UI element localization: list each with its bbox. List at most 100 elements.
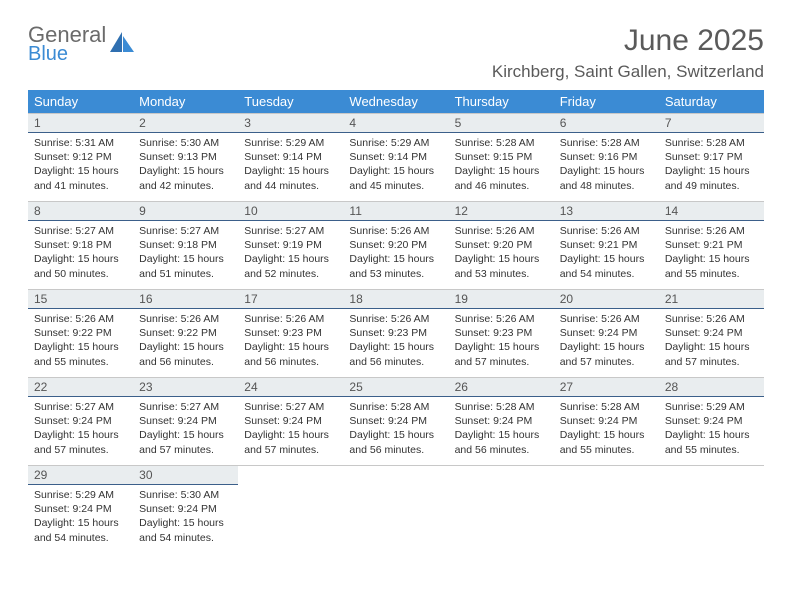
day-number: 24 [238,378,343,397]
day-cell: 26Sunrise: 5:28 AMSunset: 9:24 PMDayligh… [449,378,554,466]
calendar-week-row: 22Sunrise: 5:27 AMSunset: 9:24 PMDayligh… [28,378,764,466]
day-details: Sunrise: 5:28 AMSunset: 9:16 PMDaylight:… [554,133,659,196]
day-details: Sunrise: 5:27 AMSunset: 9:18 PMDaylight:… [28,221,133,284]
day-details: Sunrise: 5:26 AMSunset: 9:22 PMDaylight:… [133,309,238,372]
day-cell: 4Sunrise: 5:29 AMSunset: 9:14 PMDaylight… [343,114,448,202]
day-cell: 29Sunrise: 5:29 AMSunset: 9:24 PMDayligh… [28,466,133,554]
day-number: 3 [238,114,343,133]
day-cell: 19Sunrise: 5:26 AMSunset: 9:23 PMDayligh… [449,290,554,378]
day-details: Sunrise: 5:30 AMSunset: 9:24 PMDaylight:… [133,485,238,548]
title-block: June 2025 Kirchberg, Saint Gallen, Switz… [492,24,764,82]
logo: General Blue [28,24,136,64]
day-number: 8 [28,202,133,221]
weekday-header: Saturday [659,90,764,114]
day-number: 28 [659,378,764,397]
day-number: 27 [554,378,659,397]
page-header: General Blue June 2025 Kirchberg, Saint … [28,24,764,82]
day-number: 14 [659,202,764,221]
day-details: Sunrise: 5:29 AMSunset: 9:24 PMDaylight:… [28,485,133,548]
day-details: Sunrise: 5:26 AMSunset: 9:24 PMDaylight:… [554,309,659,372]
calendar-body: 1Sunrise: 5:31 AMSunset: 9:12 PMDaylight… [28,114,764,554]
day-cell: 15Sunrise: 5:26 AMSunset: 9:22 PMDayligh… [28,290,133,378]
weekday-header: Sunday [28,90,133,114]
calendar-week-row: 1Sunrise: 5:31 AMSunset: 9:12 PMDaylight… [28,114,764,202]
day-number: 13 [554,202,659,221]
day-cell: 30Sunrise: 5:30 AMSunset: 9:24 PMDayligh… [133,466,238,554]
day-cell: 13Sunrise: 5:26 AMSunset: 9:21 PMDayligh… [554,202,659,290]
day-details: Sunrise: 5:26 AMSunset: 9:23 PMDaylight:… [449,309,554,372]
day-details: Sunrise: 5:31 AMSunset: 9:12 PMDaylight:… [28,133,133,196]
empty-cell [554,466,659,554]
logo-text: General Blue [28,24,106,64]
calendar-page: General Blue June 2025 Kirchberg, Saint … [0,0,792,578]
day-cell: 21Sunrise: 5:26 AMSunset: 9:24 PMDayligh… [659,290,764,378]
day-details: Sunrise: 5:27 AMSunset: 9:18 PMDaylight:… [133,221,238,284]
day-number: 25 [343,378,448,397]
logo-blue-text: Blue [28,44,106,64]
day-cell: 10Sunrise: 5:27 AMSunset: 9:19 PMDayligh… [238,202,343,290]
calendar-week-row: 29Sunrise: 5:29 AMSunset: 9:24 PMDayligh… [28,466,764,554]
day-number: 26 [449,378,554,397]
day-details: Sunrise: 5:28 AMSunset: 9:24 PMDaylight:… [343,397,448,460]
day-number: 23 [133,378,238,397]
weekday-header: Wednesday [343,90,448,114]
day-details: Sunrise: 5:28 AMSunset: 9:24 PMDaylight:… [554,397,659,460]
day-cell: 22Sunrise: 5:27 AMSunset: 9:24 PMDayligh… [28,378,133,466]
day-cell: 5Sunrise: 5:28 AMSunset: 9:15 PMDaylight… [449,114,554,202]
day-details: Sunrise: 5:27 AMSunset: 9:24 PMDaylight:… [133,397,238,460]
day-details: Sunrise: 5:28 AMSunset: 9:17 PMDaylight:… [659,133,764,196]
day-details: Sunrise: 5:26 AMSunset: 9:21 PMDaylight:… [554,221,659,284]
day-cell: 16Sunrise: 5:26 AMSunset: 9:22 PMDayligh… [133,290,238,378]
day-number: 12 [449,202,554,221]
calendar-week-row: 15Sunrise: 5:26 AMSunset: 9:22 PMDayligh… [28,290,764,378]
logo-sail-icon [108,30,136,59]
day-number: 21 [659,290,764,309]
empty-cell [659,466,764,554]
empty-cell [343,466,448,554]
day-details: Sunrise: 5:28 AMSunset: 9:24 PMDaylight:… [449,397,554,460]
day-number: 9 [133,202,238,221]
day-cell: 25Sunrise: 5:28 AMSunset: 9:24 PMDayligh… [343,378,448,466]
day-number: 20 [554,290,659,309]
day-number: 30 [133,466,238,485]
day-details: Sunrise: 5:26 AMSunset: 9:23 PMDaylight:… [238,309,343,372]
day-number: 29 [28,466,133,485]
day-number: 22 [28,378,133,397]
day-details: Sunrise: 5:29 AMSunset: 9:24 PMDaylight:… [659,397,764,460]
day-cell: 7Sunrise: 5:28 AMSunset: 9:17 PMDaylight… [659,114,764,202]
day-number: 1 [28,114,133,133]
day-cell: 6Sunrise: 5:28 AMSunset: 9:16 PMDaylight… [554,114,659,202]
weekday-header: Tuesday [238,90,343,114]
location-text: Kirchberg, Saint Gallen, Switzerland [492,62,764,82]
weekday-header: Monday [133,90,238,114]
day-cell: 8Sunrise: 5:27 AMSunset: 9:18 PMDaylight… [28,202,133,290]
day-cell: 3Sunrise: 5:29 AMSunset: 9:14 PMDaylight… [238,114,343,202]
day-number: 17 [238,290,343,309]
day-cell: 1Sunrise: 5:31 AMSunset: 9:12 PMDaylight… [28,114,133,202]
calendar-table: SundayMondayTuesdayWednesdayThursdayFrid… [28,90,764,554]
day-details: Sunrise: 5:26 AMSunset: 9:20 PMDaylight:… [343,221,448,284]
day-number: 10 [238,202,343,221]
day-cell: 17Sunrise: 5:26 AMSunset: 9:23 PMDayligh… [238,290,343,378]
day-details: Sunrise: 5:27 AMSunset: 9:19 PMDaylight:… [238,221,343,284]
day-number: 11 [343,202,448,221]
day-cell: 12Sunrise: 5:26 AMSunset: 9:20 PMDayligh… [449,202,554,290]
day-details: Sunrise: 5:30 AMSunset: 9:13 PMDaylight:… [133,133,238,196]
empty-cell [449,466,554,554]
day-cell: 27Sunrise: 5:28 AMSunset: 9:24 PMDayligh… [554,378,659,466]
day-cell: 9Sunrise: 5:27 AMSunset: 9:18 PMDaylight… [133,202,238,290]
day-number: 5 [449,114,554,133]
day-number: 4 [343,114,448,133]
day-number: 6 [554,114,659,133]
day-cell: 11Sunrise: 5:26 AMSunset: 9:20 PMDayligh… [343,202,448,290]
day-number: 2 [133,114,238,133]
day-details: Sunrise: 5:28 AMSunset: 9:15 PMDaylight:… [449,133,554,196]
weekday-header: Thursday [449,90,554,114]
day-details: Sunrise: 5:26 AMSunset: 9:24 PMDaylight:… [659,309,764,372]
day-cell: 23Sunrise: 5:27 AMSunset: 9:24 PMDayligh… [133,378,238,466]
day-cell: 2Sunrise: 5:30 AMSunset: 9:13 PMDaylight… [133,114,238,202]
day-details: Sunrise: 5:26 AMSunset: 9:20 PMDaylight:… [449,221,554,284]
day-number: 19 [449,290,554,309]
day-details: Sunrise: 5:27 AMSunset: 9:24 PMDaylight:… [28,397,133,460]
day-details: Sunrise: 5:26 AMSunset: 9:21 PMDaylight:… [659,221,764,284]
